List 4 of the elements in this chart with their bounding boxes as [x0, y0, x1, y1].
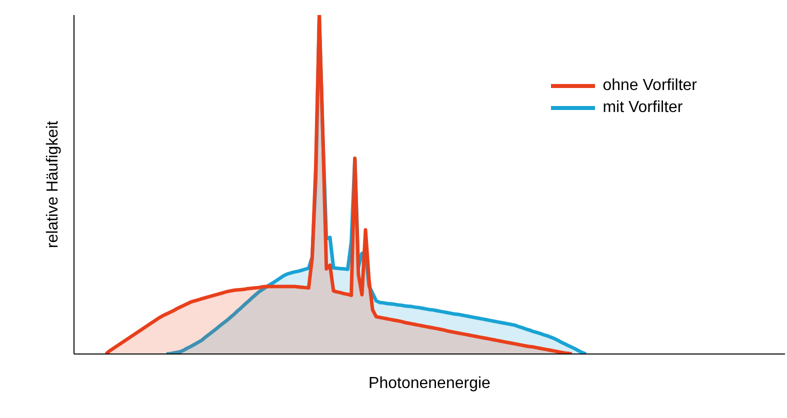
legend-label: ohne Vorfilter: [602, 77, 697, 95]
x-axis-title: Photonenenergie: [368, 375, 491, 392]
legend-label: mit Vorfilter: [602, 99, 683, 117]
y-axis-title: relative Häufigkeit: [44, 120, 62, 248]
